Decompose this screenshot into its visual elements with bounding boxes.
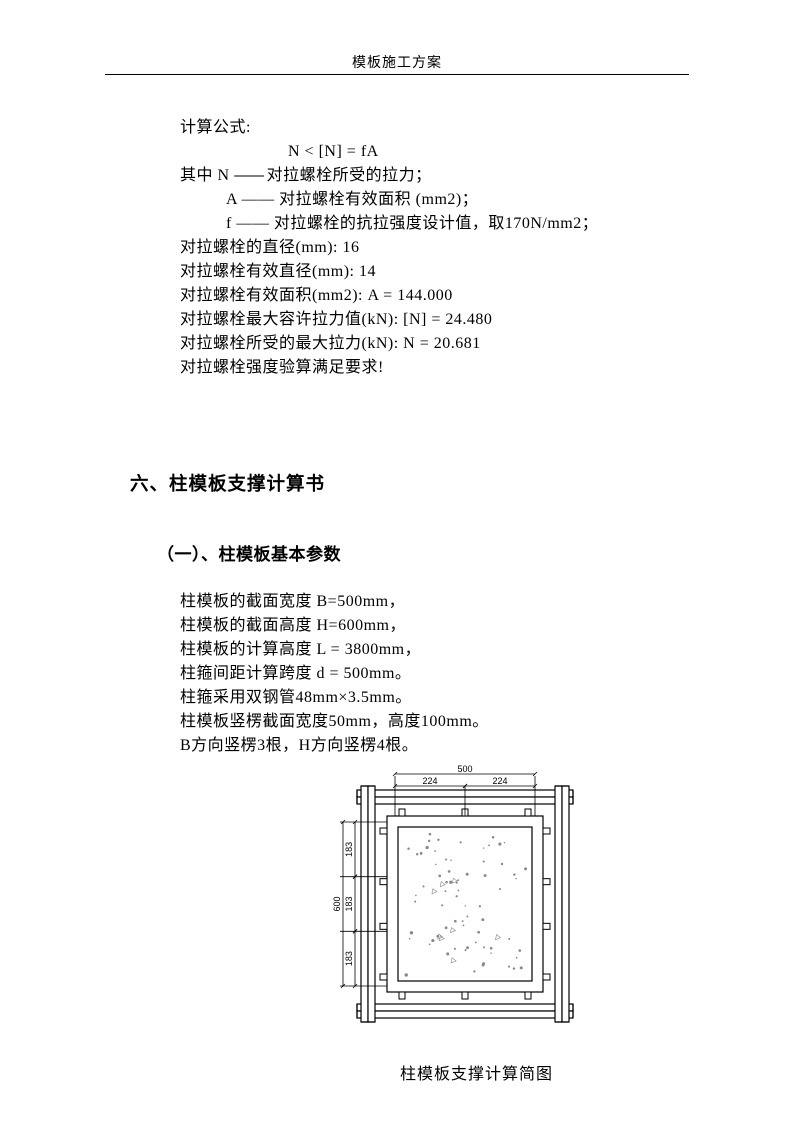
eff-diam-line: 对拉螺栓有效直径(mm): 14 [180, 260, 598, 284]
param-B: 柱模板的截面宽度 B=500mm， [180, 590, 489, 614]
heading-6: 六、柱模板支撑计算书 [130, 470, 325, 496]
formula-label: 计算公式: [180, 116, 598, 140]
subheading-1: （一）、柱模板基本参数 [157, 540, 341, 565]
diagram-caption: 柱模板支撑计算简图 [400, 1060, 553, 1084]
svg-text:183: 183 [344, 842, 354, 857]
param-stud: 柱模板竖楞截面宽度50mm，高度100mm。 [180, 710, 489, 734]
area-line: 对拉螺栓有效面积(mm2): A = 144.000 [180, 284, 598, 308]
ok-line: 对拉螺栓强度验算满足要求! [180, 356, 598, 380]
header-underline [105, 74, 689, 75]
where-prefix: 其中 N [180, 167, 230, 184]
svg-text:183: 183 [344, 896, 354, 911]
f-line: f —— 对拉螺栓的抗拉强度设计值，取170N/mm2； [180, 212, 598, 236]
N-desc: 对拉螺栓所受的拉力； [267, 167, 432, 184]
dash: —— [234, 167, 262, 184]
A-line: A —— 对拉螺栓有效面积 (mm2)； [180, 188, 598, 212]
column-section-diagram: 500224224600183183183 [280, 764, 580, 1034]
params-block: 柱模板的截面宽度 B=500mm， 柱模板的截面高度 H=600mm， 柱模板的… [180, 590, 489, 758]
param-pipe: 柱箍采用双钢管48mm×3.5mm。 [180, 686, 489, 710]
calc-block: 计算公式: N < [N] = fA 其中 N —— 对拉螺栓所受的拉力； A … [180, 116, 598, 380]
param-H: 柱模板的截面高度 H=600mm， [180, 614, 489, 638]
formula-text: N < [N] = fA [180, 140, 598, 164]
where-N: 其中 N —— 对拉螺栓所受的拉力； [180, 164, 598, 188]
svg-text:600: 600 [332, 896, 342, 911]
svg-text:224: 224 [492, 776, 507, 786]
param-L: 柱模板的计算高度 L = 3800mm， [180, 638, 489, 662]
diam-line: 对拉螺栓的直径(mm): 16 [180, 236, 598, 260]
max-line: 对拉螺栓所受的最大拉力(kN): N = 20.681 [180, 332, 598, 356]
cap-line: 对拉螺栓最大容许拉力值(kN): [N] = 24.480 [180, 308, 598, 332]
param-d: 柱箍间距计算跨度 d = 500mm。 [180, 662, 489, 686]
svg-text:500: 500 [457, 764, 472, 774]
page-header-title: 模板施工方案 [0, 52, 794, 72]
param-count: B方向竖楞3根，H方向竖楞4根。 [180, 734, 489, 758]
svg-text:183: 183 [344, 951, 354, 966]
svg-text:224: 224 [422, 776, 437, 786]
